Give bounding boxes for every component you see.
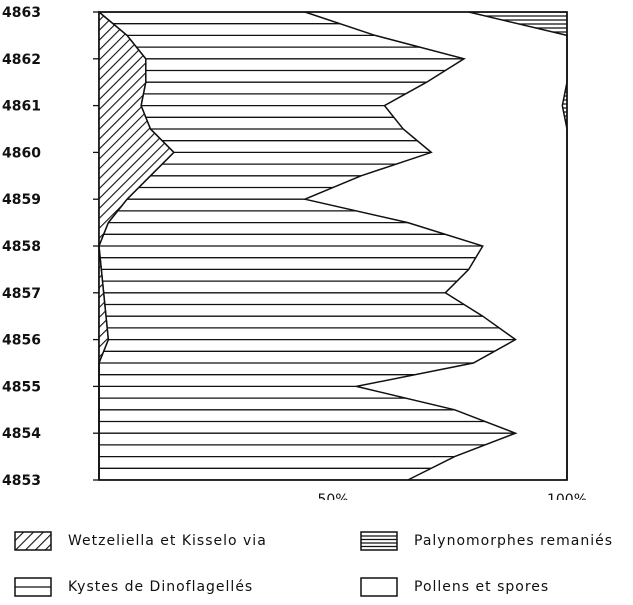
legend-swatch-blank [360,577,398,597]
y-tick-label: 4857 [2,286,41,302]
legend-label-palynomorphes: Palynomorphes remaniés [414,533,614,549]
legend-item-pollens: Pollens et spores [360,577,549,597]
y-tick-label: 4858 [2,239,41,255]
plot-area [98,10,568,481]
y-tick-label: 4856 [2,333,41,349]
x-tick-label: 50% [317,492,348,500]
y-tick-label: 4853 [2,473,41,489]
legend-swatch-horizontal-dense [360,531,398,551]
y-tick-label: 4860 [2,145,41,161]
x-axis: 50% 100% [317,492,587,500]
y-tick-label: 4863 [2,5,41,21]
y-tick-label: 4854 [2,426,41,442]
legend-swatch-horizontal [14,577,52,597]
y-tick-label: 4862 [2,52,41,68]
legend-item-palynomorphes: Palynomorphes remaniés [360,531,613,551]
legend-label-kystes: Kystes de Dinoflagellés [68,579,254,595]
y-axis: 4853 4854 4855 4856 4857 4858 4859 4860 4861 4862… [2,5,99,489]
y-tick-label: 4859 [2,192,41,208]
legend-item-wetzeliella: Wetzeliella et Kisselo via [14,531,267,551]
legend-item-kystes: Kystes de Dinoflagellés [14,577,253,597]
stacked-area-chart: 4853 4854 4855 4856 4857 4858 4859 4860 4861 4862… [2,5,587,500]
y-tick-label: 4855 [2,379,41,395]
y-tick-label: 4861 [2,99,41,115]
boundary-kystes [302,11,518,481]
legend-label-pollens: Pollens et spores [414,579,550,595]
x-tick-label: 100% [547,492,587,500]
legend-label-wetzeliella: Wetzeliella et Kisselo via [68,533,267,549]
legend-swatch-diagonal [14,531,52,551]
